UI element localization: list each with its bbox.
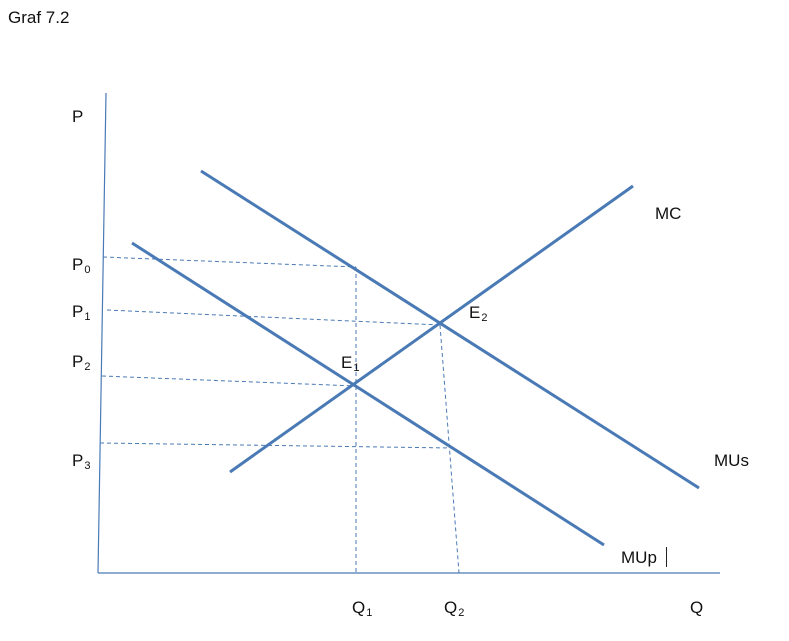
guide-p0 xyxy=(102,256,357,268)
curve-mup xyxy=(131,241,605,547)
x-axis-label: Q xyxy=(690,598,704,617)
point-label-e1: E1 xyxy=(341,353,360,374)
guide-p1 xyxy=(106,309,441,326)
text-cursor xyxy=(666,547,667,567)
figure-title: Graf 7.2 xyxy=(8,8,70,27)
price-label-p2: P2 xyxy=(72,352,91,373)
price-label-p0: P0 xyxy=(72,255,91,276)
price-label-p1: P1 xyxy=(72,302,91,323)
price-label-p3: P3 xyxy=(72,451,91,472)
y-axis-label: P xyxy=(72,107,84,126)
curve-label-mup: MUp xyxy=(621,548,657,567)
point-label-e2: E2 xyxy=(469,303,488,324)
quantity-label-q1: Q1 xyxy=(352,598,373,619)
guide-p2 xyxy=(101,375,357,387)
curve-mus xyxy=(200,169,700,490)
y-axis xyxy=(97,92,107,574)
curve-label-mc: MC xyxy=(655,204,682,223)
guide-p3 xyxy=(99,442,453,449)
quantity-label-q2: Q2 xyxy=(444,598,465,619)
curve-label-mus: MUs xyxy=(714,451,749,470)
curve-mc xyxy=(229,184,634,474)
